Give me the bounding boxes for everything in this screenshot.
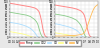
Legend: Temp, CO2, CO, H2, N2: Temp, CO2, CO, H2, N2: [19, 40, 81, 46]
